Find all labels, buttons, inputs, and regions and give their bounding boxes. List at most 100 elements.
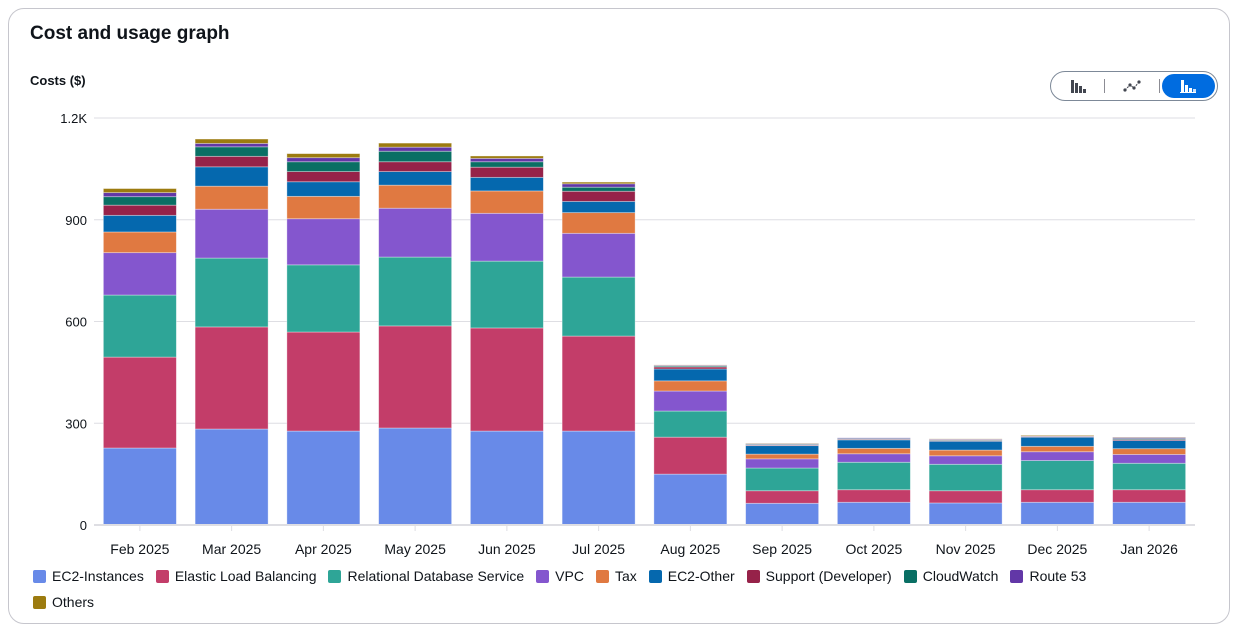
bar-segment-ec2-other[interactable] — [194, 166, 269, 187]
legend-item[interactable]: Support (Developer) — [746, 567, 892, 585]
bar-segment-ec2-instances[interactable] — [653, 473, 728, 526]
bar-segment-relational-database-service[interactable] — [745, 467, 820, 492]
bar-segment-others[interactable] — [1020, 434, 1095, 437]
bar-segment-elastic-load-balancing[interactable] — [745, 490, 820, 504]
bar-segment-ec2-instances[interactable] — [194, 428, 269, 526]
bar-segment-ec2-other[interactable] — [836, 439, 911, 449]
bar-segment-vpc[interactable] — [836, 453, 911, 463]
bar-segment-relational-database-service[interactable] — [561, 276, 636, 337]
bar-segment-vpc[interactable] — [102, 252, 177, 296]
bar-segment-relational-database-service[interactable] — [928, 463, 1003, 492]
bar-segment-route-53[interactable] — [102, 192, 177, 198]
bar-segment-elastic-load-balancing[interactable] — [836, 489, 911, 503]
bar-segment-ec2-other[interactable] — [469, 176, 544, 192]
bar-segment-others[interactable] — [561, 181, 636, 185]
legend-item[interactable]: Others — [33, 593, 94, 611]
bar-segment-ec2-instances[interactable] — [469, 430, 544, 526]
bar-segment-ec2-other[interactable] — [1020, 436, 1095, 447]
bar-segment-tax[interactable] — [1112, 448, 1187, 455]
bar-segment-vpc[interactable] — [1112, 454, 1187, 464]
bar-segment-tax[interactable] — [378, 184, 453, 209]
bar-segment-tax[interactable] — [745, 453, 820, 460]
bar-segment-ec2-instances[interactable] — [561, 430, 636, 526]
legend-item[interactable]: EC2-Other — [648, 567, 735, 585]
bar-segment-others[interactable] — [286, 153, 361, 159]
bar-segment-tax[interactable] — [286, 195, 361, 220]
legend-item[interactable]: Route 53 — [1010, 567, 1086, 585]
bar-segment-relational-database-service[interactable] — [653, 410, 728, 438]
bar-segment-elastic-load-balancing[interactable] — [286, 331, 361, 432]
bar-segment-route-53[interactable] — [378, 146, 453, 152]
bar-segment-cloudwatch[interactable] — [561, 186, 636, 192]
bar-segment-others[interactable] — [102, 188, 177, 194]
bar-segment-vpc[interactable] — [469, 212, 544, 262]
bar-segment-route-53[interactable] — [561, 183, 636, 188]
bar-segment-support-developer-[interactable] — [561, 190, 636, 202]
bar-segment-ec2-other[interactable] — [745, 445, 820, 455]
bar-segment-tax[interactable] — [561, 212, 636, 234]
bar-segment-tax[interactable] — [836, 447, 911, 455]
bar-segment-ec2-other[interactable] — [378, 171, 453, 186]
bar-segment-ec2-instances[interactable] — [928, 502, 1003, 526]
legend-item[interactable]: Tax — [595, 567, 637, 585]
bar-segment-elastic-load-balancing[interactable] — [1112, 489, 1187, 503]
bar-segment-ec2-other[interactable] — [653, 368, 728, 382]
bar-segment-elastic-load-balancing[interactable] — [561, 335, 636, 432]
bar-segment-relational-database-service[interactable] — [836, 461, 911, 491]
bar-segment-ec2-instances[interactable] — [102, 447, 177, 526]
bar-segment-tax[interactable] — [469, 190, 544, 214]
bar-segment-relational-database-service[interactable] — [286, 264, 361, 333]
bar-segment-relational-database-service[interactable] — [102, 294, 177, 358]
bar-segment-ec2-instances[interactable] — [378, 427, 453, 526]
bar-segment-cloudwatch[interactable] — [102, 196, 177, 206]
bar-segment-vpc[interactable] — [653, 390, 728, 412]
bar-segment-others[interactable] — [194, 138, 269, 144]
bar-segment-cloudwatch[interactable] — [286, 161, 361, 172]
legend-item[interactable]: Relational Database Service — [328, 567, 524, 585]
bar-segment-vpc[interactable] — [928, 455, 1003, 465]
bar-segment-cloudwatch[interactable] — [378, 150, 453, 163]
bar-segment-cloudwatch[interactable] — [469, 161, 544, 168]
bar-segment-support-developer-[interactable] — [194, 155, 269, 168]
bar-segment-route-53[interactable] — [836, 437, 911, 439]
bar-chart-button[interactable] — [1051, 72, 1104, 100]
bar-segment-route-53[interactable] — [194, 143, 269, 148]
legend-item[interactable]: CloudWatch — [903, 567, 998, 585]
bar-segment-relational-database-service[interactable] — [194, 257, 269, 328]
bar-segment-vpc[interactable] — [194, 208, 269, 259]
bar-segment-cloudwatch[interactable] — [1112, 438, 1187, 440]
bar-segment-vpc[interactable] — [378, 207, 453, 258]
bar-segment-relational-database-service[interactable] — [1112, 462, 1187, 491]
bar-segment-support-developer-[interactable] — [286, 171, 361, 183]
bar-segment-route-53[interactable] — [469, 157, 544, 163]
bar-segment-ec2-instances[interactable] — [286, 430, 361, 526]
bar-segment-elastic-load-balancing[interactable] — [378, 325, 453, 429]
bar-segment-ec2-instances[interactable] — [745, 502, 820, 526]
bar-segment-route-53[interactable] — [286, 157, 361, 163]
bar-segment-support-developer-[interactable] — [378, 161, 453, 172]
bar-segment-cloudwatch[interactable] — [194, 146, 269, 157]
bar-segment-vpc[interactable] — [745, 458, 820, 469]
line-chart-button[interactable] — [1105, 72, 1158, 100]
legend-item[interactable]: VPC — [536, 567, 584, 585]
bar-segment-tax[interactable] — [928, 449, 1003, 457]
stacked-bar-chart-button[interactable] — [1161, 74, 1215, 98]
bar-segment-elastic-load-balancing[interactable] — [194, 326, 269, 430]
bar-segment-ec2-instances[interactable] — [1020, 501, 1095, 526]
bar-segment-ec2-other[interactable] — [561, 201, 636, 214]
bar-segment-elastic-load-balancing[interactable] — [469, 327, 544, 432]
bar-segment-relational-database-service[interactable] — [378, 256, 453, 327]
bar-segment-tax[interactable] — [102, 231, 177, 254]
bar-segment-tax[interactable] — [653, 380, 728, 392]
bar-segment-others[interactable] — [469, 155, 544, 159]
legend-item[interactable]: EC2-Instances — [33, 567, 144, 585]
bar-segment-support-developer-[interactable] — [469, 166, 544, 178]
bar-segment-ec2-instances[interactable] — [836, 501, 911, 526]
bar-segment-ec2-other[interactable] — [102, 214, 177, 233]
bar-segment-tax[interactable] — [1020, 445, 1095, 453]
bar-segment-ec2-instances[interactable] — [1112, 501, 1187, 526]
bar-segment-elastic-load-balancing[interactable] — [653, 436, 728, 475]
bar-segment-support-developer-[interactable] — [102, 204, 177, 216]
bar-segment-tax[interactable] — [194, 185, 269, 210]
bar-segment-vpc[interactable] — [1020, 451, 1095, 461]
